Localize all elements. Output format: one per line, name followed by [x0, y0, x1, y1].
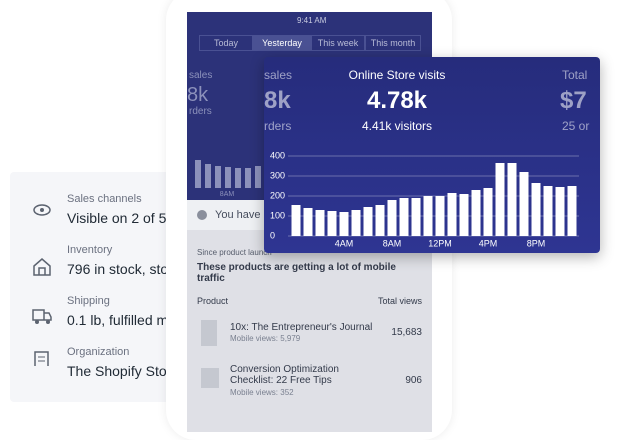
tab[interactable]: Today [199, 35, 253, 51]
x-tick-label: 8AM [383, 238, 402, 248]
bar [483, 188, 493, 236]
section-caption: Since product launch [197, 248, 272, 257]
bar [531, 183, 541, 236]
y-tick-label: 100 [270, 210, 285, 220]
bar [447, 193, 457, 236]
bar [423, 196, 433, 236]
row-value: 796 in stock, stop [67, 261, 176, 277]
bar [339, 212, 349, 236]
product-total: 906 [405, 375, 422, 386]
behind-axis-label: 8AM [220, 191, 235, 198]
x-tick-label: 4PM [479, 238, 498, 248]
behind-value: 8k [187, 84, 209, 106]
bar [567, 186, 577, 236]
tab[interactable]: Yesterday [253, 35, 311, 51]
bar [435, 196, 445, 236]
col-header: Total views [377, 296, 422, 306]
y-tick-label: 400 [270, 150, 285, 160]
behind-chart: 8AM [195, 160, 261, 198]
bar [363, 207, 373, 236]
row-label: Shipping [67, 295, 110, 307]
x-tick-label: 4AM [335, 238, 354, 248]
product-name[interactable]: Conversion Optimization Checklist: 22 Fr… [230, 364, 339, 386]
bar [555, 187, 565, 236]
status-time: 9:41 AM [297, 16, 327, 25]
side-value: $7 [560, 87, 587, 114]
behind-sub: rders [189, 106, 212, 117]
bar [507, 163, 517, 236]
x-tick-label: 8PM [527, 238, 546, 248]
card-value: 4.78k [366, 87, 428, 114]
bar [327, 211, 337, 236]
bar [411, 198, 421, 236]
x-tick-label: 12PM [428, 238, 452, 248]
bar [375, 205, 385, 236]
row-value: 0.1 lb, fulfilled ma [67, 312, 176, 328]
bar [471, 190, 481, 236]
bar [387, 200, 397, 236]
y-tick-label: 200 [270, 190, 285, 200]
bar [495, 163, 505, 236]
bar [519, 172, 529, 236]
page: Sales channels Visible on 2 of 5 Invento… [32, 12, 600, 432]
tab[interactable]: This week [311, 35, 365, 51]
y-tick-label: 0 [270, 230, 275, 240]
card-title: Online Store visits [348, 68, 446, 82]
row-label: Inventory [67, 244, 113, 256]
y-tick-label: 300 [270, 170, 285, 180]
side-sub: rders [264, 119, 292, 133]
row-value: The Shopify Stoc [67, 363, 174, 379]
bar [303, 208, 313, 236]
side-title: Total [562, 68, 588, 82]
product-total: 15,683 [391, 327, 422, 338]
thumb [201, 368, 219, 388]
bar [459, 194, 469, 236]
side-value: 8k [264, 87, 291, 114]
section-title: These products are getting a lot of mobi… [197, 262, 396, 284]
visits-card: sales 8k rders Online Store visits 4.78k… [264, 57, 600, 253]
row-label: Organization [67, 346, 130, 358]
visits-chart: 0 100 200 300 400 4AM 8AM 12PM 4PM 8PM [270, 150, 579, 248]
bar [291, 205, 301, 236]
card-sub: 4.41k visitors [361, 119, 433, 133]
thumb [201, 320, 217, 346]
notice-text: You have 2 [215, 209, 270, 221]
bar [399, 198, 409, 236]
product-mobile: Mobile views: 5,979 [230, 334, 301, 343]
row-label: Sales channels [67, 193, 142, 205]
tab[interactable]: This month [365, 35, 421, 51]
product-name[interactable]: 10x: The Entrepreneur's Journal [230, 322, 373, 333]
col-header: Product [197, 296, 229, 306]
row-value: Visible on 2 of 5 [67, 210, 167, 226]
side-sub: 25 or [562, 119, 590, 133]
bar [351, 210, 361, 236]
bar [543, 186, 553, 236]
icons [32, 204, 52, 366]
product-mobile: Mobile views: 352 [230, 388, 294, 397]
bar [315, 210, 325, 236]
side-title: sales [264, 68, 293, 82]
behind-title: sales [189, 70, 213, 81]
